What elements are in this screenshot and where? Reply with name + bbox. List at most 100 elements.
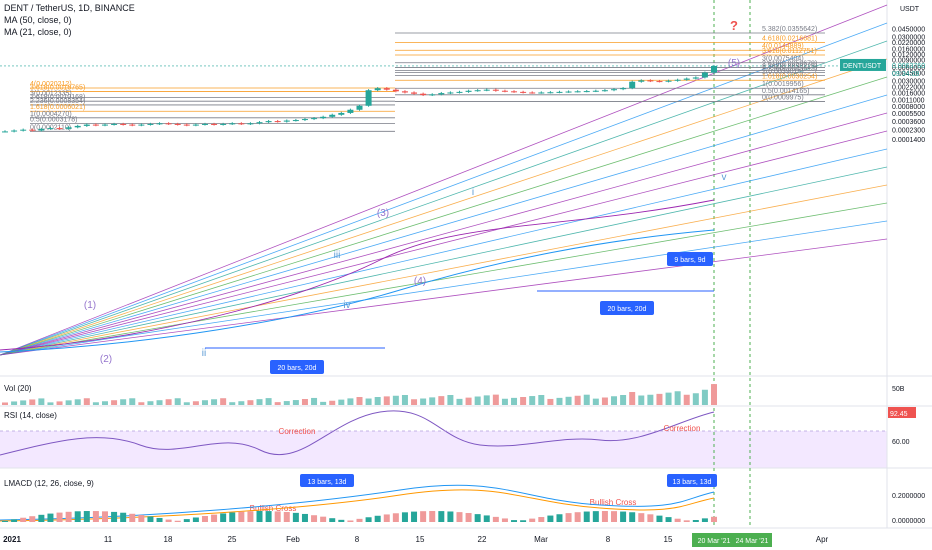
- candle[interactable]: [583, 91, 590, 93]
- candle[interactable]: [38, 128, 45, 131]
- candle[interactable]: [711, 65, 717, 73]
- candle[interactable]: [465, 90, 472, 92]
- candle[interactable]: [565, 91, 572, 93]
- candle[interactable]: [283, 120, 290, 122]
- candle[interactable]: [447, 92, 454, 94]
- candle[interactable]: [392, 89, 399, 92]
- candle[interactable]: [74, 125, 81, 128]
- candle[interactable]: [147, 123, 154, 125]
- ma21-line[interactable]: [0, 199, 715, 351]
- candle[interactable]: [29, 129, 36, 131]
- candle[interactable]: [183, 124, 190, 126]
- candle[interactable]: [629, 81, 636, 89]
- candle[interactable]: [647, 80, 654, 82]
- candle[interactable]: [492, 89, 499, 91]
- candle[interactable]: [165, 123, 172, 125]
- price-axis-tick: 0.0008000: [892, 104, 925, 111]
- ma21-legend[interactable]: MA (21, close, 0): [4, 27, 72, 37]
- candle[interactable]: [429, 94, 436, 96]
- candle[interactable]: [338, 112, 345, 115]
- candle[interactable]: [674, 79, 681, 81]
- price-axis-tick: 0.0022000: [892, 84, 925, 91]
- candle[interactable]: [329, 114, 336, 117]
- candle[interactable]: [311, 118, 318, 120]
- candle[interactable]: [256, 122, 263, 124]
- candle[interactable]: [192, 124, 199, 126]
- candle[interactable]: [474, 90, 481, 92]
- volume-bar: [665, 392, 672, 405]
- candle[interactable]: [420, 93, 427, 96]
- candle[interactable]: [611, 89, 618, 91]
- candle[interactable]: [601, 90, 608, 92]
- candle[interactable]: [101, 124, 108, 126]
- rsi-pane-label[interactable]: RSI (14, close): [4, 411, 57, 420]
- candle[interactable]: [265, 121, 272, 123]
- candle[interactable]: [238, 123, 245, 125]
- candle[interactable]: [574, 91, 581, 93]
- candle[interactable]: [220, 123, 227, 125]
- candle[interactable]: [56, 128, 63, 130]
- bar-measure-box[interactable]: [667, 474, 717, 487]
- candle[interactable]: [501, 90, 508, 92]
- signal-line[interactable]: [0, 489, 715, 522]
- candle[interactable]: [547, 92, 554, 94]
- ma50-line[interactable]: [0, 229, 715, 353]
- candle[interactable]: [511, 91, 518, 93]
- candle[interactable]: [65, 127, 72, 129]
- candle[interactable]: [556, 91, 563, 93]
- candle[interactable]: [456, 91, 463, 93]
- fan-line: [0, 130, 888, 356]
- candle[interactable]: [274, 121, 281, 123]
- candle[interactable]: [592, 90, 599, 92]
- candle[interactable]: [701, 72, 708, 78]
- candle[interactable]: [92, 124, 99, 126]
- candle[interactable]: [347, 109, 354, 113]
- bar-measure-box[interactable]: [600, 301, 654, 315]
- candle[interactable]: [11, 130, 18, 132]
- candle[interactable]: [401, 91, 408, 93]
- candle[interactable]: [665, 80, 672, 82]
- candle[interactable]: [156, 123, 163, 125]
- candle[interactable]: [411, 92, 418, 94]
- bar-measure-box[interactable]: [300, 474, 354, 487]
- candle[interactable]: [120, 123, 127, 125]
- volume-bar: [74, 399, 81, 405]
- candle[interactable]: [201, 123, 208, 125]
- candle[interactable]: [383, 88, 390, 90]
- macd-line[interactable]: [0, 484, 715, 521]
- volume-pane-label[interactable]: Vol (20): [4, 384, 32, 393]
- rsi-line[interactable]: [0, 410, 715, 456]
- candle[interactable]: [638, 80, 645, 82]
- candle[interactable]: [656, 81, 663, 83]
- candle[interactable]: [438, 93, 445, 95]
- candle[interactable]: [520, 91, 527, 93]
- candle[interactable]: [229, 123, 236, 125]
- candle[interactable]: [292, 120, 299, 122]
- candle[interactable]: [374, 88, 381, 91]
- candle[interactable]: [301, 119, 308, 121]
- candle[interactable]: [111, 123, 118, 125]
- candle[interactable]: [356, 105, 363, 110]
- macd-pane-label[interactable]: LMACD (12, 26, close, 9): [4, 479, 94, 488]
- candle[interactable]: [47, 128, 54, 130]
- candle[interactable]: [20, 129, 27, 131]
- candle[interactable]: [529, 92, 536, 94]
- candle[interactable]: [483, 89, 490, 91]
- candle[interactable]: [692, 77, 699, 79]
- candle[interactable]: [247, 123, 254, 125]
- candle[interactable]: [138, 124, 145, 126]
- candle[interactable]: [211, 123, 218, 125]
- candle[interactable]: [129, 124, 136, 126]
- candle[interactable]: [620, 88, 627, 90]
- candle[interactable]: [365, 90, 372, 106]
- candle[interactable]: [83, 124, 90, 126]
- candle[interactable]: [320, 116, 327, 119]
- bar-measure-box[interactable]: [667, 252, 713, 266]
- ma50-legend[interactable]: MA (50, close, 0): [4, 15, 72, 25]
- bar-measure-box[interactable]: [270, 360, 324, 374]
- candle[interactable]: [683, 78, 690, 80]
- candle[interactable]: [2, 131, 8, 133]
- candle[interactable]: [174, 123, 181, 125]
- candle[interactable]: [538, 92, 545, 94]
